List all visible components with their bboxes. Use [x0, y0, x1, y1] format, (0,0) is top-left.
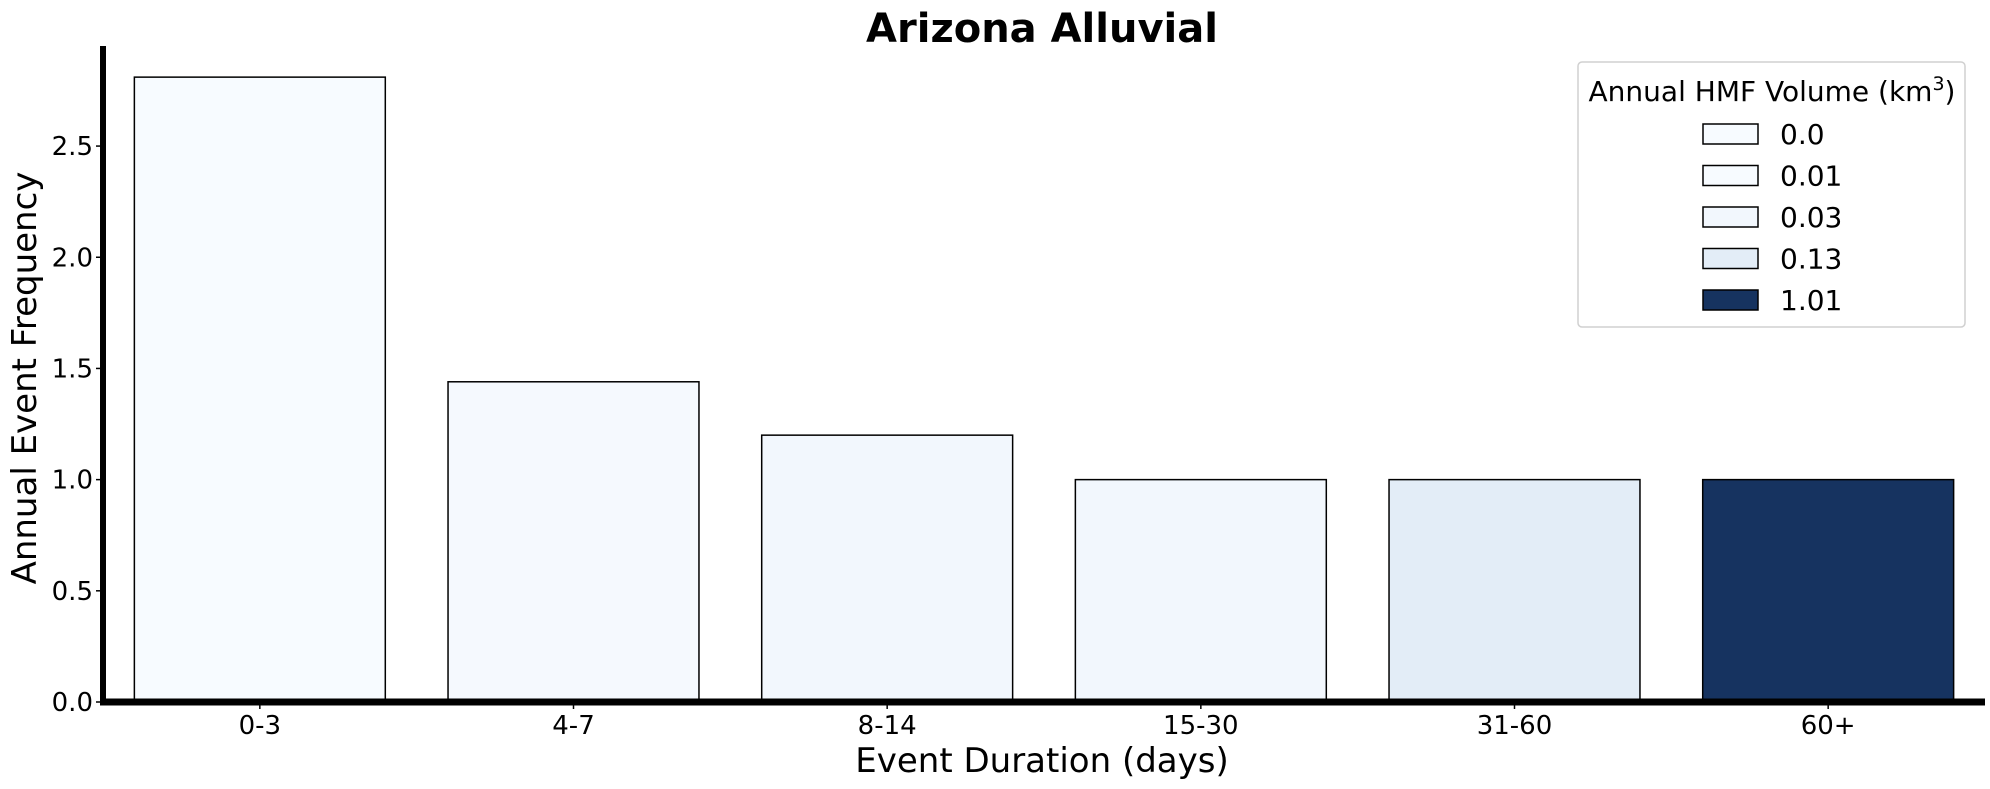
- x-tick-label: 31-60: [1477, 711, 1553, 741]
- legend-swatch: [1702, 164, 1759, 187]
- legend-label: 0.0: [1780, 118, 1825, 151]
- legend-frame: [1577, 61, 1966, 328]
- legend-entries: 0.0 0.01 0.03 0.13 1.01: [1702, 118, 1842, 317]
- legend-label: 0.01: [1780, 160, 1842, 193]
- y-tick-label: 2.5: [52, 132, 93, 162]
- legend-title: Annual HMF Volume (km3): [1589, 73, 1956, 108]
- y-tick-label: 1.0: [52, 466, 93, 496]
- bar-8-14: [760, 434, 1014, 703]
- y-ticks: 0.0 0.5 1.0 1.5 2.0 2.5: [52, 132, 103, 718]
- legend-swatch: [1702, 123, 1759, 145]
- x-tick-label: 4-7: [552, 711, 594, 741]
- legend-swatch: [1702, 289, 1759, 311]
- bar-15-30: [1074, 478, 1328, 703]
- x-tick-label: 8-14: [858, 711, 917, 741]
- y-tick-label: 0.5: [52, 577, 93, 607]
- y-tick-label: 0.0: [52, 688, 93, 718]
- x-ticks: 0-3 4-7 8-14 15-30 31-60 60+: [239, 702, 1856, 741]
- bar-4-7: [447, 381, 700, 703]
- x-tick-label: 15-30: [1163, 711, 1239, 741]
- y-tick-label: 1.5: [52, 354, 93, 384]
- legend-label: 1.01: [1780, 284, 1842, 317]
- y-tick-label: 2.0: [52, 243, 93, 273]
- x-tick-label: 60+: [1801, 711, 1856, 741]
- bar-60+: [1701, 478, 1955, 703]
- chart-title: Arizona Alluvial: [866, 6, 1218, 52]
- legend: Annual HMF Volume (km3) 0.0 0.01 0.03 0.13 1…: [1577, 61, 1966, 328]
- bar-31-60: [1388, 478, 1641, 703]
- legend-swatch: [1702, 247, 1759, 270]
- y-axis-label: Annual Event Frequency: [5, 172, 45, 585]
- bars: [133, 76, 1955, 703]
- x-tick-label: 0-3: [239, 711, 281, 741]
- legend-swatch: [1702, 206, 1759, 228]
- legend-label: 0.03: [1780, 201, 1842, 234]
- bar-0-3: [133, 76, 387, 703]
- legend-label: 0.13: [1780, 243, 1842, 276]
- x-axis-label: Event Duration (days): [855, 741, 1228, 781]
